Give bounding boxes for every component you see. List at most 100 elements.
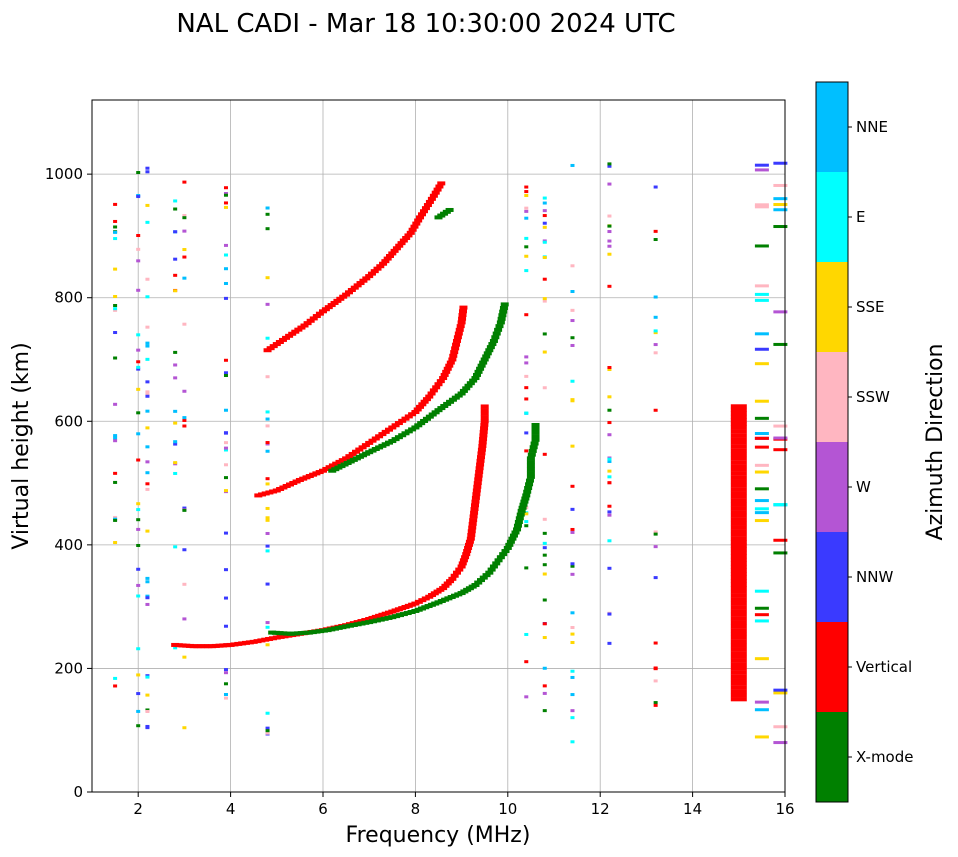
echo-mark bbox=[223, 463, 228, 467]
trace-mark bbox=[473, 372, 481, 377]
trace-mark bbox=[371, 436, 380, 441]
trace-mark bbox=[470, 510, 479, 515]
plot-frame bbox=[91, 99, 786, 793]
echo-mark bbox=[173, 289, 178, 293]
echo-mark bbox=[754, 168, 769, 172]
trace-mark bbox=[306, 318, 315, 323]
trace-mark bbox=[730, 628, 747, 633]
trace-mark bbox=[474, 477, 483, 482]
trace-mark bbox=[381, 259, 390, 264]
echo-mark bbox=[113, 480, 118, 484]
y-tick-label: 400 bbox=[54, 536, 83, 554]
trace-mark bbox=[464, 542, 473, 547]
echo-mark bbox=[773, 741, 788, 745]
trace-mark bbox=[472, 488, 481, 493]
colorbar-swatch bbox=[816, 442, 848, 532]
trace-mark bbox=[368, 438, 377, 443]
trace-mark bbox=[730, 440, 747, 445]
echo-mark bbox=[113, 307, 118, 311]
trace-mark bbox=[508, 536, 517, 541]
echo-mark bbox=[223, 441, 228, 445]
echo-mark bbox=[570, 641, 575, 645]
echo-mark bbox=[570, 444, 575, 448]
echo-mark bbox=[542, 214, 547, 218]
echo-mark bbox=[173, 257, 178, 261]
echo-mark bbox=[136, 171, 141, 175]
echo-mark bbox=[136, 234, 141, 238]
echo-mark bbox=[542, 256, 547, 260]
trace-mark bbox=[730, 425, 747, 430]
y-tick-label: 1000 bbox=[45, 165, 83, 183]
echo-mark bbox=[145, 576, 150, 580]
echo-mark bbox=[223, 671, 228, 675]
echo-mark bbox=[182, 655, 187, 659]
trace-mark bbox=[730, 609, 747, 614]
echo-mark bbox=[754, 399, 769, 403]
echo-mark bbox=[145, 392, 150, 396]
trace-mark bbox=[730, 494, 747, 499]
trace-mark bbox=[480, 404, 489, 409]
echo-mark bbox=[773, 436, 788, 440]
echo-mark bbox=[145, 390, 150, 394]
echo-mark bbox=[542, 209, 547, 213]
echo-mark bbox=[607, 182, 612, 186]
trace-mark bbox=[499, 306, 508, 311]
trace-mark bbox=[730, 647, 747, 652]
trace-mark bbox=[367, 271, 376, 276]
trace-mark bbox=[489, 338, 498, 343]
echo-mark bbox=[524, 313, 529, 317]
echo-mark bbox=[524, 660, 529, 664]
trace-mark bbox=[392, 246, 401, 251]
echo-mark bbox=[754, 606, 769, 610]
trace-mark bbox=[730, 597, 747, 602]
echo-mark bbox=[265, 449, 270, 453]
trace-mark bbox=[730, 521, 747, 526]
echo-mark bbox=[113, 304, 118, 308]
trace-mark bbox=[480, 357, 489, 362]
trace-mark bbox=[525, 478, 534, 483]
trace-mark bbox=[730, 579, 747, 584]
trace-mark bbox=[450, 350, 459, 355]
trace-mark bbox=[730, 658, 747, 663]
trace-mark bbox=[436, 379, 445, 384]
echo-mark bbox=[223, 408, 228, 412]
trace-mark bbox=[485, 348, 494, 353]
trace-mark bbox=[526, 463, 535, 468]
trace-mark bbox=[474, 580, 483, 585]
trace-mark bbox=[513, 523, 522, 528]
echo-mark bbox=[182, 508, 187, 512]
echo-mark bbox=[542, 572, 547, 576]
echo-mark bbox=[136, 348, 141, 352]
y-tick-label: 200 bbox=[54, 659, 83, 677]
echo-mark bbox=[223, 192, 228, 196]
trace-mark bbox=[730, 498, 747, 503]
echo-mark bbox=[542, 452, 547, 456]
trace-mark bbox=[414, 218, 423, 223]
trace-mark bbox=[730, 662, 747, 667]
trace-mark bbox=[531, 434, 540, 439]
echo-mark bbox=[754, 436, 769, 440]
trace-mark bbox=[483, 351, 492, 356]
echo-mark bbox=[607, 510, 612, 514]
trace-mark bbox=[730, 685, 747, 690]
trace-mark bbox=[342, 456, 351, 461]
trace-mark bbox=[496, 320, 505, 325]
x-tick-label: 16 bbox=[775, 800, 794, 818]
echo-mark bbox=[773, 538, 788, 542]
trace-mark bbox=[455, 567, 464, 572]
trace-mark bbox=[730, 689, 747, 694]
echo-mark bbox=[145, 277, 150, 281]
echo-mark bbox=[607, 252, 612, 256]
trace-mark bbox=[480, 415, 489, 420]
x-tick-label: 6 bbox=[318, 800, 328, 818]
trace-mark bbox=[730, 697, 747, 702]
echo-mark bbox=[113, 676, 118, 680]
echo-mark bbox=[182, 276, 187, 280]
trace-mark bbox=[437, 181, 446, 186]
trace-mark bbox=[492, 331, 501, 336]
colorbar-swatch bbox=[816, 262, 848, 352]
trace-mark bbox=[431, 410, 440, 415]
trace-mark bbox=[730, 418, 747, 423]
trace-mark bbox=[376, 264, 385, 269]
echo-mark bbox=[113, 225, 118, 229]
